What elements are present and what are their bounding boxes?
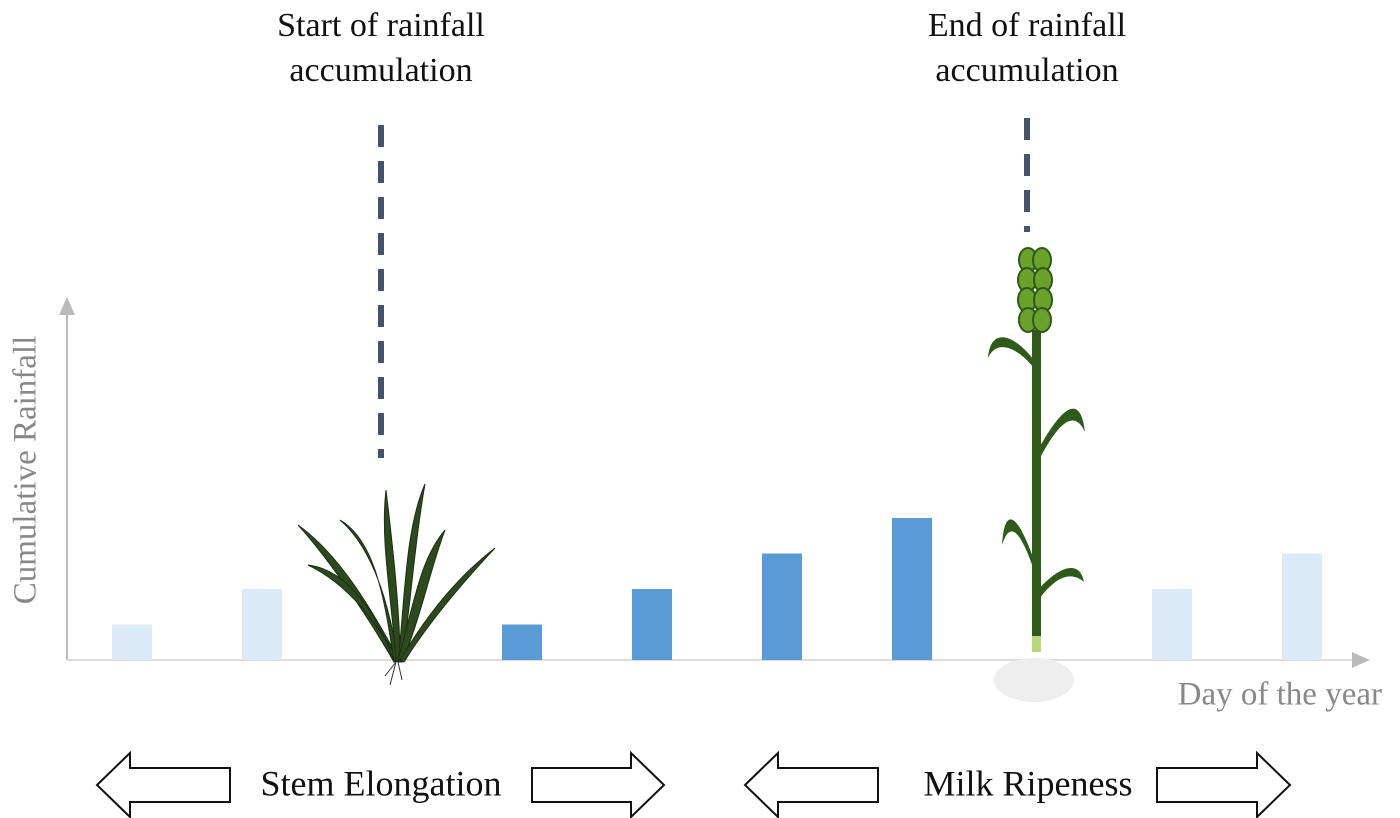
bar <box>502 625 542 661</box>
y-axis-label: Cumulative Rainfall <box>8 336 44 605</box>
phase-label: Stem Elongation <box>261 763 502 803</box>
annotation: accumulation <box>935 52 1118 89</box>
mature-plant <box>988 248 1085 702</box>
annotation: accumulation <box>289 52 472 89</box>
annotation: End of rainfall <box>928 7 1126 44</box>
x-axis-label: Day of the year <box>1178 677 1382 713</box>
bar <box>242 589 282 660</box>
bar <box>892 518 932 660</box>
annotation: Start of rainfall <box>277 7 485 44</box>
bar <box>762 554 802 661</box>
young-plant <box>298 484 495 685</box>
phase-label: Milk Ripeness <box>923 763 1132 803</box>
chart: Cumulative Rainfall Day of the year Star… <box>0 0 1400 818</box>
bar <box>632 589 672 660</box>
bar <box>1282 554 1322 661</box>
bar <box>112 625 152 661</box>
bar <box>1152 589 1192 660</box>
